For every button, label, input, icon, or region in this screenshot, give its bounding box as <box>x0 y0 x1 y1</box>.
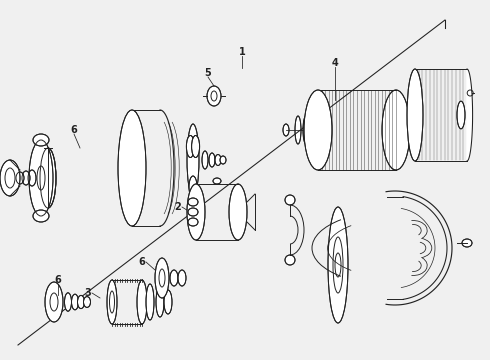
Text: 6: 6 <box>54 275 61 285</box>
Ellipse shape <box>33 210 49 222</box>
Ellipse shape <box>22 171 30 185</box>
Ellipse shape <box>187 124 199 196</box>
Ellipse shape <box>188 198 198 206</box>
Text: 6: 6 <box>139 257 146 267</box>
Ellipse shape <box>28 170 36 186</box>
Ellipse shape <box>213 178 221 184</box>
Ellipse shape <box>164 290 172 314</box>
Text: 6: 6 <box>71 125 77 135</box>
Ellipse shape <box>40 148 56 208</box>
Ellipse shape <box>170 270 178 286</box>
Ellipse shape <box>283 124 289 136</box>
Ellipse shape <box>202 151 208 169</box>
Ellipse shape <box>83 297 91 307</box>
Ellipse shape <box>156 287 164 317</box>
Ellipse shape <box>382 90 410 170</box>
Ellipse shape <box>188 208 198 216</box>
Ellipse shape <box>33 134 49 146</box>
Ellipse shape <box>209 153 215 167</box>
Ellipse shape <box>0 160 20 196</box>
Ellipse shape <box>146 284 154 320</box>
Ellipse shape <box>207 86 221 106</box>
Ellipse shape <box>303 116 309 144</box>
Ellipse shape <box>155 258 169 298</box>
Polygon shape <box>467 69 472 161</box>
Ellipse shape <box>457 101 465 129</box>
Ellipse shape <box>229 184 247 240</box>
Ellipse shape <box>16 172 24 184</box>
Ellipse shape <box>285 255 295 265</box>
Ellipse shape <box>137 280 147 324</box>
Ellipse shape <box>186 135 195 158</box>
Ellipse shape <box>407 69 423 161</box>
Ellipse shape <box>328 207 348 323</box>
Ellipse shape <box>295 116 301 144</box>
Ellipse shape <box>178 270 186 286</box>
Text: 1: 1 <box>239 47 245 57</box>
Ellipse shape <box>107 280 117 324</box>
Ellipse shape <box>462 239 472 247</box>
Ellipse shape <box>189 176 197 198</box>
Ellipse shape <box>29 140 53 216</box>
Ellipse shape <box>192 135 199 158</box>
Ellipse shape <box>45 282 63 322</box>
Text: 3: 3 <box>85 288 91 298</box>
Ellipse shape <box>77 296 84 309</box>
Ellipse shape <box>118 110 146 226</box>
Text: 2: 2 <box>174 202 181 212</box>
Ellipse shape <box>220 156 226 164</box>
Text: 5: 5 <box>205 68 211 78</box>
Ellipse shape <box>304 90 332 170</box>
Ellipse shape <box>188 218 198 226</box>
Ellipse shape <box>72 294 78 310</box>
Text: 4: 4 <box>332 58 339 68</box>
Ellipse shape <box>215 154 221 166</box>
Ellipse shape <box>65 293 72 311</box>
Ellipse shape <box>285 195 295 205</box>
Ellipse shape <box>187 184 205 240</box>
